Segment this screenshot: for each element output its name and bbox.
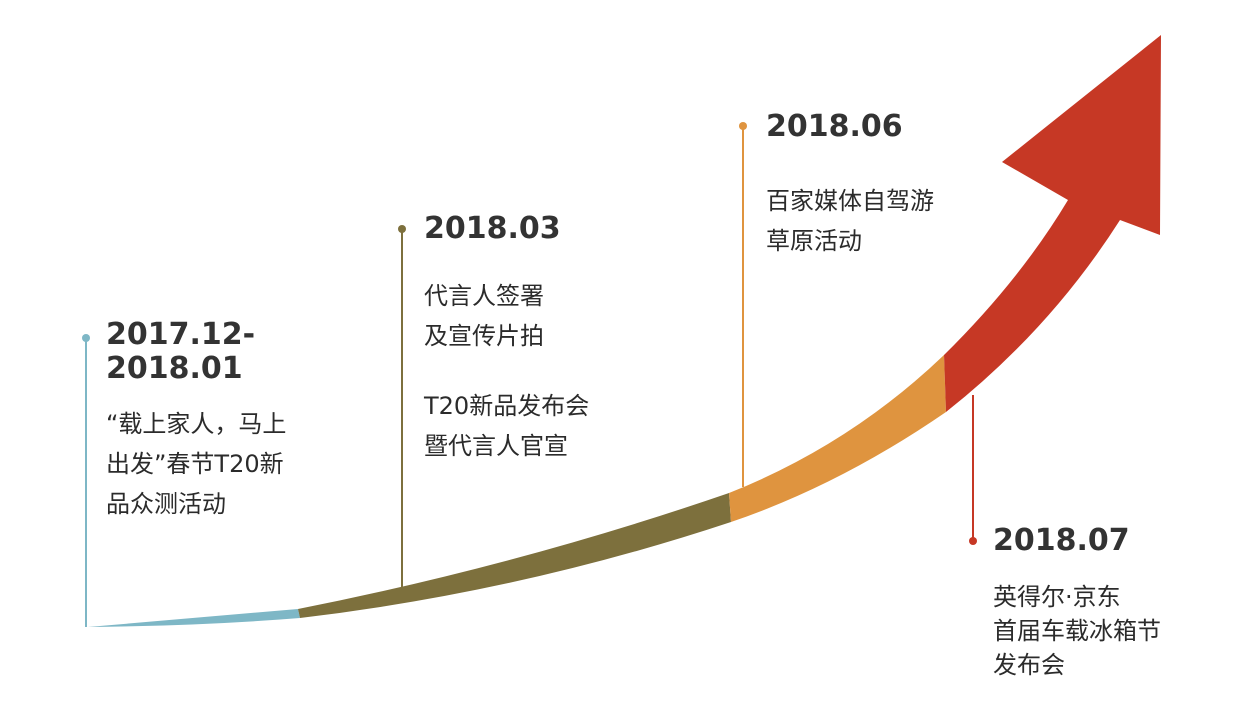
- milestone-2018-07: 2018.07 英得尔·京东 首届车载冰箱节 发布会: [993, 524, 1161, 682]
- milestone-description: “载上家人，马上 出发”春节T20新 品众测活动: [106, 404, 286, 524]
- description-line: 英得尔·京东: [993, 583, 1121, 611]
- description-line: 首届车载冰箱节: [993, 617, 1161, 645]
- description-line: 暨代言人官宣: [424, 432, 568, 460]
- arrow-segment-orange: [729, 355, 946, 522]
- arrow-segment-red: [944, 35, 1161, 412]
- arrow-segment-teal: [88, 609, 300, 627]
- milestone-date: 2018.06: [766, 109, 903, 144]
- milestone-2017-12: 2017.12- 2018.01 “载上家人，马上 出发”春节T20新 品众测活…: [106, 318, 286, 524]
- milestone-2018-06: 2018.06 百家媒体自驾游 草原活动: [766, 110, 934, 261]
- milestone-description: 代言人签署 及宣传片拍: [424, 276, 589, 356]
- milestone-date: 2018.03: [424, 211, 561, 246]
- milestone-dot-2017-12: [82, 334, 90, 342]
- milestone-dot-2018-06: [739, 122, 747, 130]
- description-line: 品众测活动: [106, 490, 226, 518]
- description-line: 及宣传片拍: [424, 322, 544, 350]
- milestone-2018-03: 2018.03 代言人签署 及宣传片拍 T20新品发布会 暨代言人官宣: [424, 212, 589, 466]
- milestone-dot-2018-03: [398, 225, 406, 233]
- description-line: 草原活动: [766, 227, 862, 255]
- arrow-segment-olive: [298, 493, 731, 618]
- description-line: T20新品发布会: [424, 392, 590, 420]
- description-line: 发布会: [993, 651, 1065, 679]
- milestone-dot-2018-07: [969, 537, 977, 545]
- milestone-date: 2017.12- 2018.01: [106, 317, 256, 386]
- description-line: “载上家人，马上: [106, 410, 287, 438]
- milestone-description-secondary: T20新品发布会 暨代言人官宣: [424, 386, 589, 466]
- description-line: 出发”春节T20新: [106, 450, 284, 478]
- description-line: 百家媒体自驾游: [766, 187, 934, 215]
- milestone-date: 2018.07: [993, 523, 1130, 558]
- milestone-description: 百家媒体自驾游 草原活动: [766, 181, 934, 261]
- milestone-description: 英得尔·京东 首届车载冰箱节 发布会: [993, 580, 1161, 682]
- description-line: 代言人签署: [424, 282, 544, 310]
